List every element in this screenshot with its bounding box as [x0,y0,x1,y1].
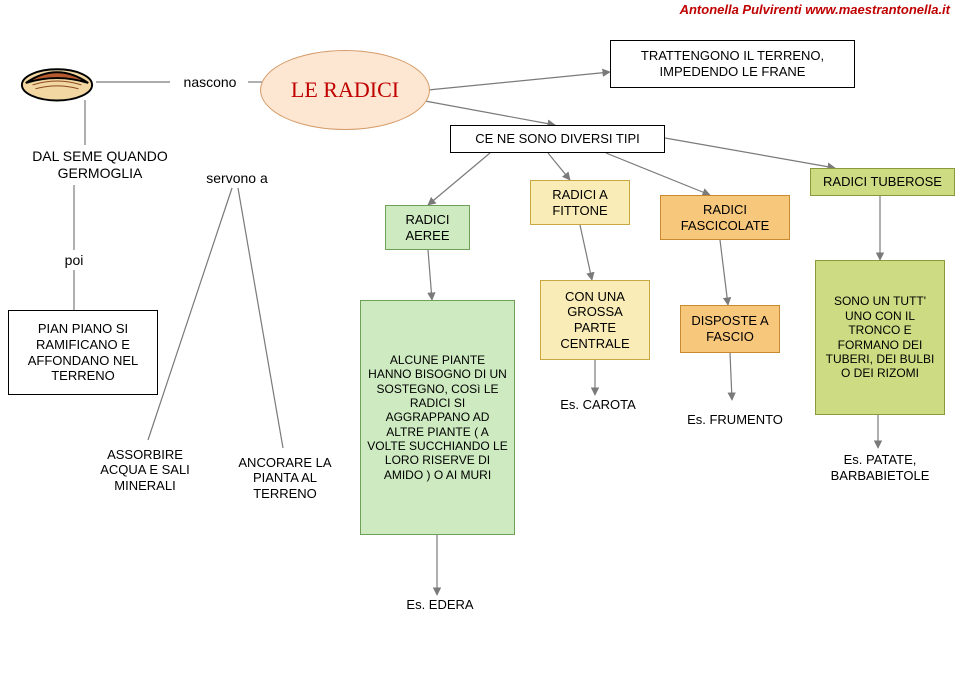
node-radici_fittone-label: RADICI A FITTONE [537,187,623,218]
node-es_carota-label: Es. CAROTA [560,397,636,413]
node-ce_ne_sono: CE NE SONO DIVERSI TIPI [450,125,665,153]
node-pian_piano: PIAN PIANO SI RAMIFICANO E AFFONDANO NEL… [8,310,158,395]
node-assorbire: ASSORBIRE ACQUA E SALI MINERALI [85,430,205,510]
node-es_carota: Es. CAROTA [548,395,648,415]
edge-9 [428,153,490,205]
node-ce_ne_sono-label: CE NE SONO DIVERSI TIPI [475,131,639,147]
node-nascono: nascono [170,72,250,92]
node-es_patate-label: Es. PATATE, BARBABIETOLE [810,452,950,483]
node-nascono-label: nascono [184,74,237,91]
node-ancorare-label: ANCORARE LA PIANTA AL TERRENO [225,455,345,502]
edge-10 [548,153,570,180]
node-radici_fascicolate: RADICI FASCICOLATE [660,195,790,240]
node-poi: poi [54,250,94,270]
node-alcune_piante: ALCUNE PIANTE HANNO BISOGNO DI UN SOSTEG… [360,300,515,535]
node-radici_aeree: RADICI AEREE [385,205,470,250]
node-es_frumento-label: Es. FRUMENTO [687,412,783,428]
node-disposte_fascio-label: DISPOSTE A FASCIO [687,313,773,344]
node-es_patate: Es. PATATE, BARBABIETOLE [810,448,950,488]
edge-8 [428,72,610,90]
node-servono_a: servono a [192,168,282,188]
edge-14 [580,225,592,280]
node-alcune_piante-label: ALCUNE PIANTE HANNO BISOGNO DI UN SOSTEG… [367,353,508,483]
edge-13 [428,250,432,300]
node-dal_seme-label: DAL SEME QUANDO GERMOGLIA [10,148,190,182]
node-trattengono: TRATTENGONO IL TERRENO, IMPEDENDO LE FRA… [610,40,855,88]
edge-18 [730,353,732,400]
node-radici_fascicolate-label: RADICI FASCICOLATE [667,202,783,233]
edge-12 [665,138,835,168]
node-disposte_fascio: DISPOSTE A FASCIO [680,305,780,353]
node-poi-label: poi [65,252,84,269]
node-radici_fittone: RADICI A FITTONE [530,180,630,225]
node-sono_un_tutt: SONO UN TUTT' UNO CON IL TRONCO E FORMAN… [815,260,945,415]
node-sono_un_tutt-label: SONO UN TUTT' UNO CON IL TRONCO E FORMAN… [822,294,938,380]
edge-7 [425,101,555,125]
node-es_edera: Es. EDERA [395,595,485,615]
node-con_una_grossa: CON UNA GROSSA PARTE CENTRALE [540,280,650,360]
attribution: Antonella Pulvirenti www.maestrantonella… [680,2,950,17]
node-radici_tuberose: RADICI TUBEROSE [810,168,955,196]
node-radici_tuberose-label: RADICI TUBEROSE [823,174,942,190]
node-assorbire-label: ASSORBIRE ACQUA E SALI MINERALI [85,447,205,494]
node-dal_seme: DAL SEME QUANDO GERMOGLIA [10,145,190,185]
node-title-label: LE RADICI [291,77,399,103]
seed-icon [18,55,96,105]
node-trattengono-label: TRATTENGONO IL TERRENO, IMPEDENDO LE FRA… [617,48,848,79]
node-radici_aeree-label: RADICI AEREE [392,212,463,243]
node-es_frumento: Es. FRUMENTO [680,400,790,440]
node-ancorare: ANCORARE LA PIANTA AL TERRENO [225,448,345,508]
node-servono_a-label: servono a [206,170,267,187]
node-title: LE RADICI [260,50,430,130]
node-con_una_grossa-label: CON UNA GROSSA PARTE CENTRALE [547,289,643,351]
node-es_edera-label: Es. EDERA [406,597,473,613]
node-pian_piano-label: PIAN PIANO SI RAMIFICANO E AFFONDANO NEL… [15,321,151,383]
edge-15 [720,240,728,305]
edge-5 [148,188,232,440]
edge-6 [238,188,283,448]
